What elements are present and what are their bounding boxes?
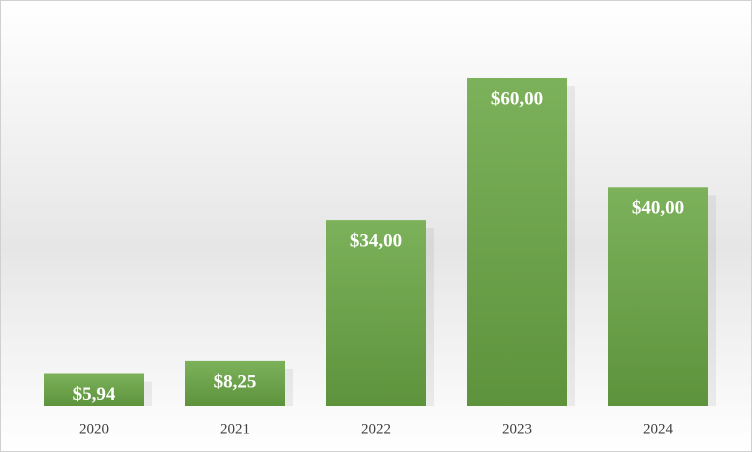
x-tick-label: 2021 bbox=[220, 421, 250, 437]
x-tick-label: 2022 bbox=[361, 421, 391, 437]
data-label: $5,94 bbox=[73, 384, 116, 405]
bar-shade bbox=[185, 360, 285, 406]
x-tick-label: 2020 bbox=[79, 421, 109, 437]
x-tick-label: 2024 bbox=[643, 421, 674, 437]
data-label: $8,25 bbox=[214, 371, 257, 392]
data-label: $40,00 bbox=[632, 198, 684, 219]
bar-shade bbox=[326, 220, 426, 406]
bar-shade bbox=[467, 78, 567, 406]
x-tick-label: 2023 bbox=[502, 421, 532, 437]
data-label: $34,00 bbox=[350, 230, 402, 251]
data-label: $60,00 bbox=[491, 88, 543, 109]
bar-shade bbox=[44, 373, 144, 406]
bar-shade bbox=[608, 187, 708, 406]
